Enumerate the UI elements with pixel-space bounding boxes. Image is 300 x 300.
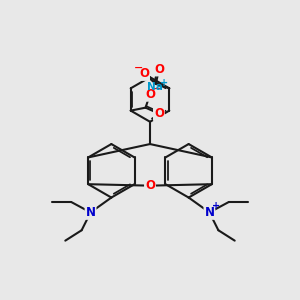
Text: +: + (160, 78, 168, 88)
Text: Na: Na (146, 82, 162, 92)
Text: O: O (145, 88, 155, 101)
Text: +: + (212, 201, 220, 211)
Text: −: − (134, 63, 143, 73)
Text: O: O (154, 107, 164, 120)
Text: O: O (139, 67, 149, 80)
Text: −: − (152, 84, 161, 94)
Text: O: O (154, 62, 164, 76)
Text: N: N (85, 206, 96, 219)
Text: N: N (204, 206, 214, 219)
Text: O: O (145, 179, 155, 192)
